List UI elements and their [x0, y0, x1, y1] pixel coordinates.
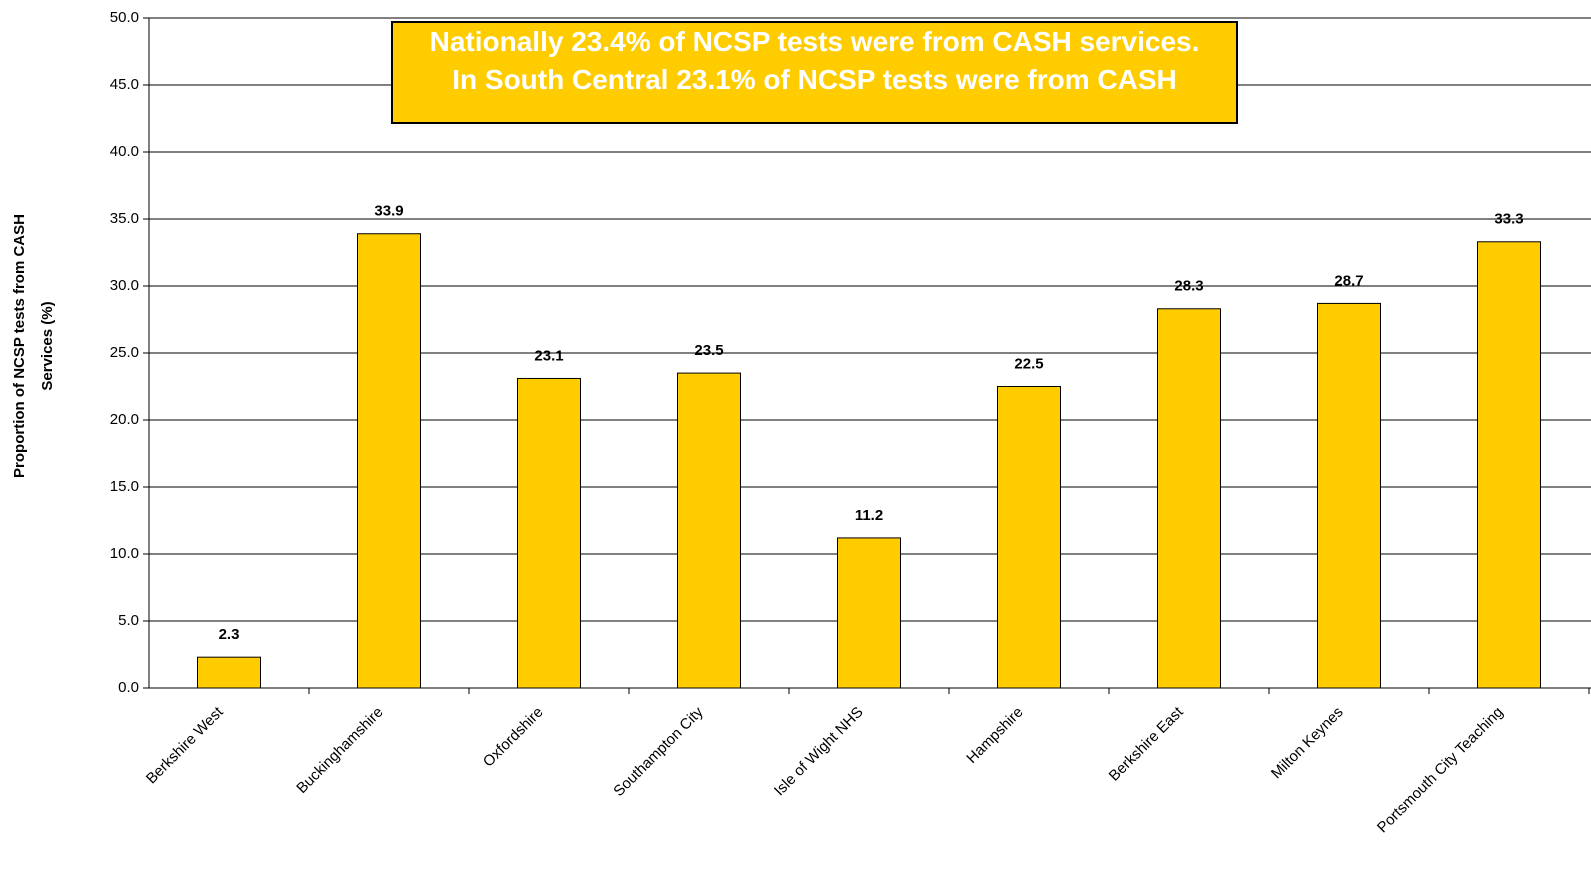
y-tick-label: 45.0	[110, 76, 139, 93]
x-tick-label: Portsmouth City Teaching	[1374, 704, 1507, 837]
y-tick-label: 35.0	[110, 210, 139, 227]
data-label: 22.5	[1014, 355, 1043, 372]
bar	[1157, 308, 1221, 689]
y-tick-label: 15.0	[110, 478, 139, 495]
y-tick-label: 50.0	[110, 9, 139, 26]
bar	[997, 386, 1061, 689]
x-tick-label: Berkshire West	[143, 703, 227, 787]
data-label: 33.3	[1494, 211, 1523, 228]
x-tick-label: Oxfordshire	[480, 704, 547, 771]
y-axis-label: Proportion of NCSP tests from CASH Servi…	[11, 214, 56, 478]
x-tick-label: Buckinghamshire	[293, 704, 386, 797]
x-tick-label: Southampton City	[610, 703, 707, 800]
y-tick-label: 20.0	[110, 411, 139, 428]
y-tick-label: 5.0	[118, 612, 139, 629]
y-tick-label: 0.0	[118, 679, 139, 696]
data-label: 33.9	[374, 203, 403, 220]
annotation: Nationally 23.4% of NCSP tests were from…	[391, 21, 1238, 124]
y-tick-label: 25.0	[110, 344, 139, 361]
bar	[357, 233, 421, 689]
y-tick-label: 10.0	[110, 545, 139, 562]
x-tick-label: Milton Keynes	[1268, 704, 1347, 783]
x-tick-label: Isle of Wight NHS	[771, 704, 867, 800]
y-tick-label: 40.0	[110, 143, 139, 160]
data-label: 28.3	[1174, 278, 1203, 295]
bar	[837, 537, 901, 689]
bar	[1477, 241, 1541, 689]
bar	[1317, 302, 1381, 689]
data-label: 11.2	[855, 507, 883, 524]
data-label: 28.7	[1334, 272, 1363, 289]
bar	[677, 372, 741, 689]
bar	[517, 377, 581, 689]
y-tick-label: 30.0	[110, 277, 139, 294]
data-label: 23.1	[534, 347, 563, 364]
x-tick-label: Hampshire	[963, 704, 1026, 767]
data-label: 2.3	[219, 626, 240, 643]
x-tick-label: Berkshire East	[1106, 703, 1188, 785]
bar	[197, 656, 261, 689]
data-label: 23.5	[694, 342, 723, 359]
